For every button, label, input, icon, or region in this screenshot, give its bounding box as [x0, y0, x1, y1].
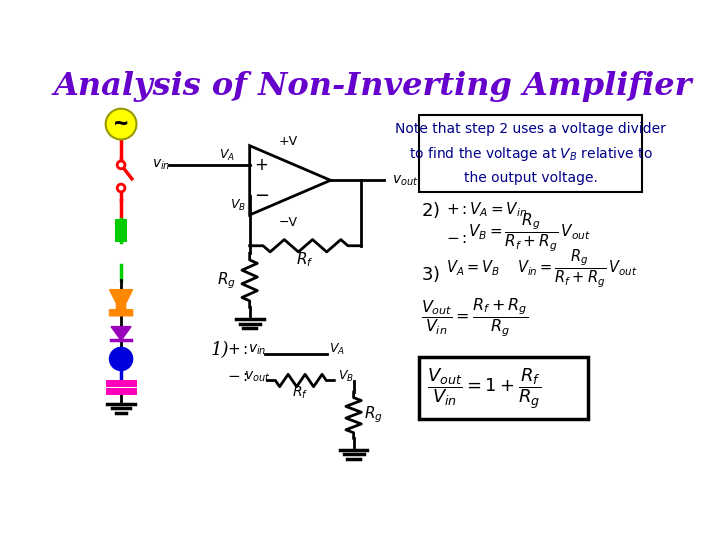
Polygon shape: [250, 146, 330, 215]
Text: $V_B$: $V_B$: [338, 369, 354, 384]
Text: ~: ~: [114, 112, 128, 136]
Circle shape: [109, 347, 132, 370]
Text: $+:$: $+:$: [446, 202, 467, 217]
Text: $V_A = V_B \quad\; V_{in} = \dfrac{R_g}{R_f + R_g}\,V_{out}$: $V_A = V_B \quad\; V_{in} = \dfrac{R_g}{…: [446, 247, 637, 289]
FancyBboxPatch shape: [115, 219, 127, 242]
Text: $v_{out}$: $v_{out}$: [392, 173, 418, 187]
Bar: [419, 357, 588, 419]
Text: $R_g$: $R_g$: [217, 270, 235, 291]
Polygon shape: [111, 327, 131, 340]
Polygon shape: [109, 289, 132, 316]
Text: −: −: [253, 187, 269, 205]
Text: $2)$: $2)$: [421, 200, 440, 220]
Text: $+:$: $+:$: [227, 342, 248, 357]
Text: +: +: [254, 156, 268, 174]
Text: $V_A = V_{in}$: $V_A = V_{in}$: [469, 200, 528, 219]
Text: $V_B$: $V_B$: [230, 198, 246, 213]
Circle shape: [106, 109, 137, 139]
Circle shape: [117, 184, 125, 192]
Text: $3)$: $3)$: [421, 264, 440, 284]
Bar: [419, 115, 642, 192]
Text: $\dfrac{V_{out}}{V_{in}} = \dfrac{R_f + R_g}{R_g}$: $\dfrac{V_{out}}{V_{in}} = \dfrac{R_f + …: [421, 296, 528, 339]
Text: Analysis of Non-Inverting Amplifier: Analysis of Non-Inverting Amplifier: [53, 71, 692, 102]
Text: −V: −V: [279, 216, 297, 229]
Text: $-:$: $-:$: [446, 231, 467, 246]
Text: $v_{in}$: $v_{in}$: [152, 158, 171, 172]
Text: $v_{out}$: $v_{out}$: [244, 369, 271, 384]
Text: $v_{in}$: $v_{in}$: [248, 342, 266, 357]
Text: $R_f$: $R_f$: [296, 250, 314, 269]
Text: $-:$: $-:$: [227, 369, 248, 384]
Text: $V_A$: $V_A$: [329, 342, 345, 357]
Text: $R_g$: $R_g$: [364, 405, 383, 426]
Text: 1): 1): [211, 341, 230, 359]
Text: $R_f$: $R_f$: [292, 384, 308, 401]
Text: Note that step 2 uses a voltage divider
to find the voltage at $V_B$ relative to: Note that step 2 uses a voltage divider …: [395, 122, 666, 185]
Circle shape: [117, 161, 125, 169]
Text: $V_A$: $V_A$: [219, 148, 235, 163]
Text: +V: +V: [279, 136, 297, 148]
Text: $\dfrac{V_{out}}{V_{in}} = 1 + \dfrac{R_f}{R_g}$: $\dfrac{V_{out}}{V_{in}} = 1 + \dfrac{R_…: [427, 366, 541, 410]
Text: $V_B = \dfrac{R_g}{R_f + R_g}\,V_{out}$: $V_B = \dfrac{R_g}{R_f + R_g}\,V_{out}$: [467, 212, 590, 254]
